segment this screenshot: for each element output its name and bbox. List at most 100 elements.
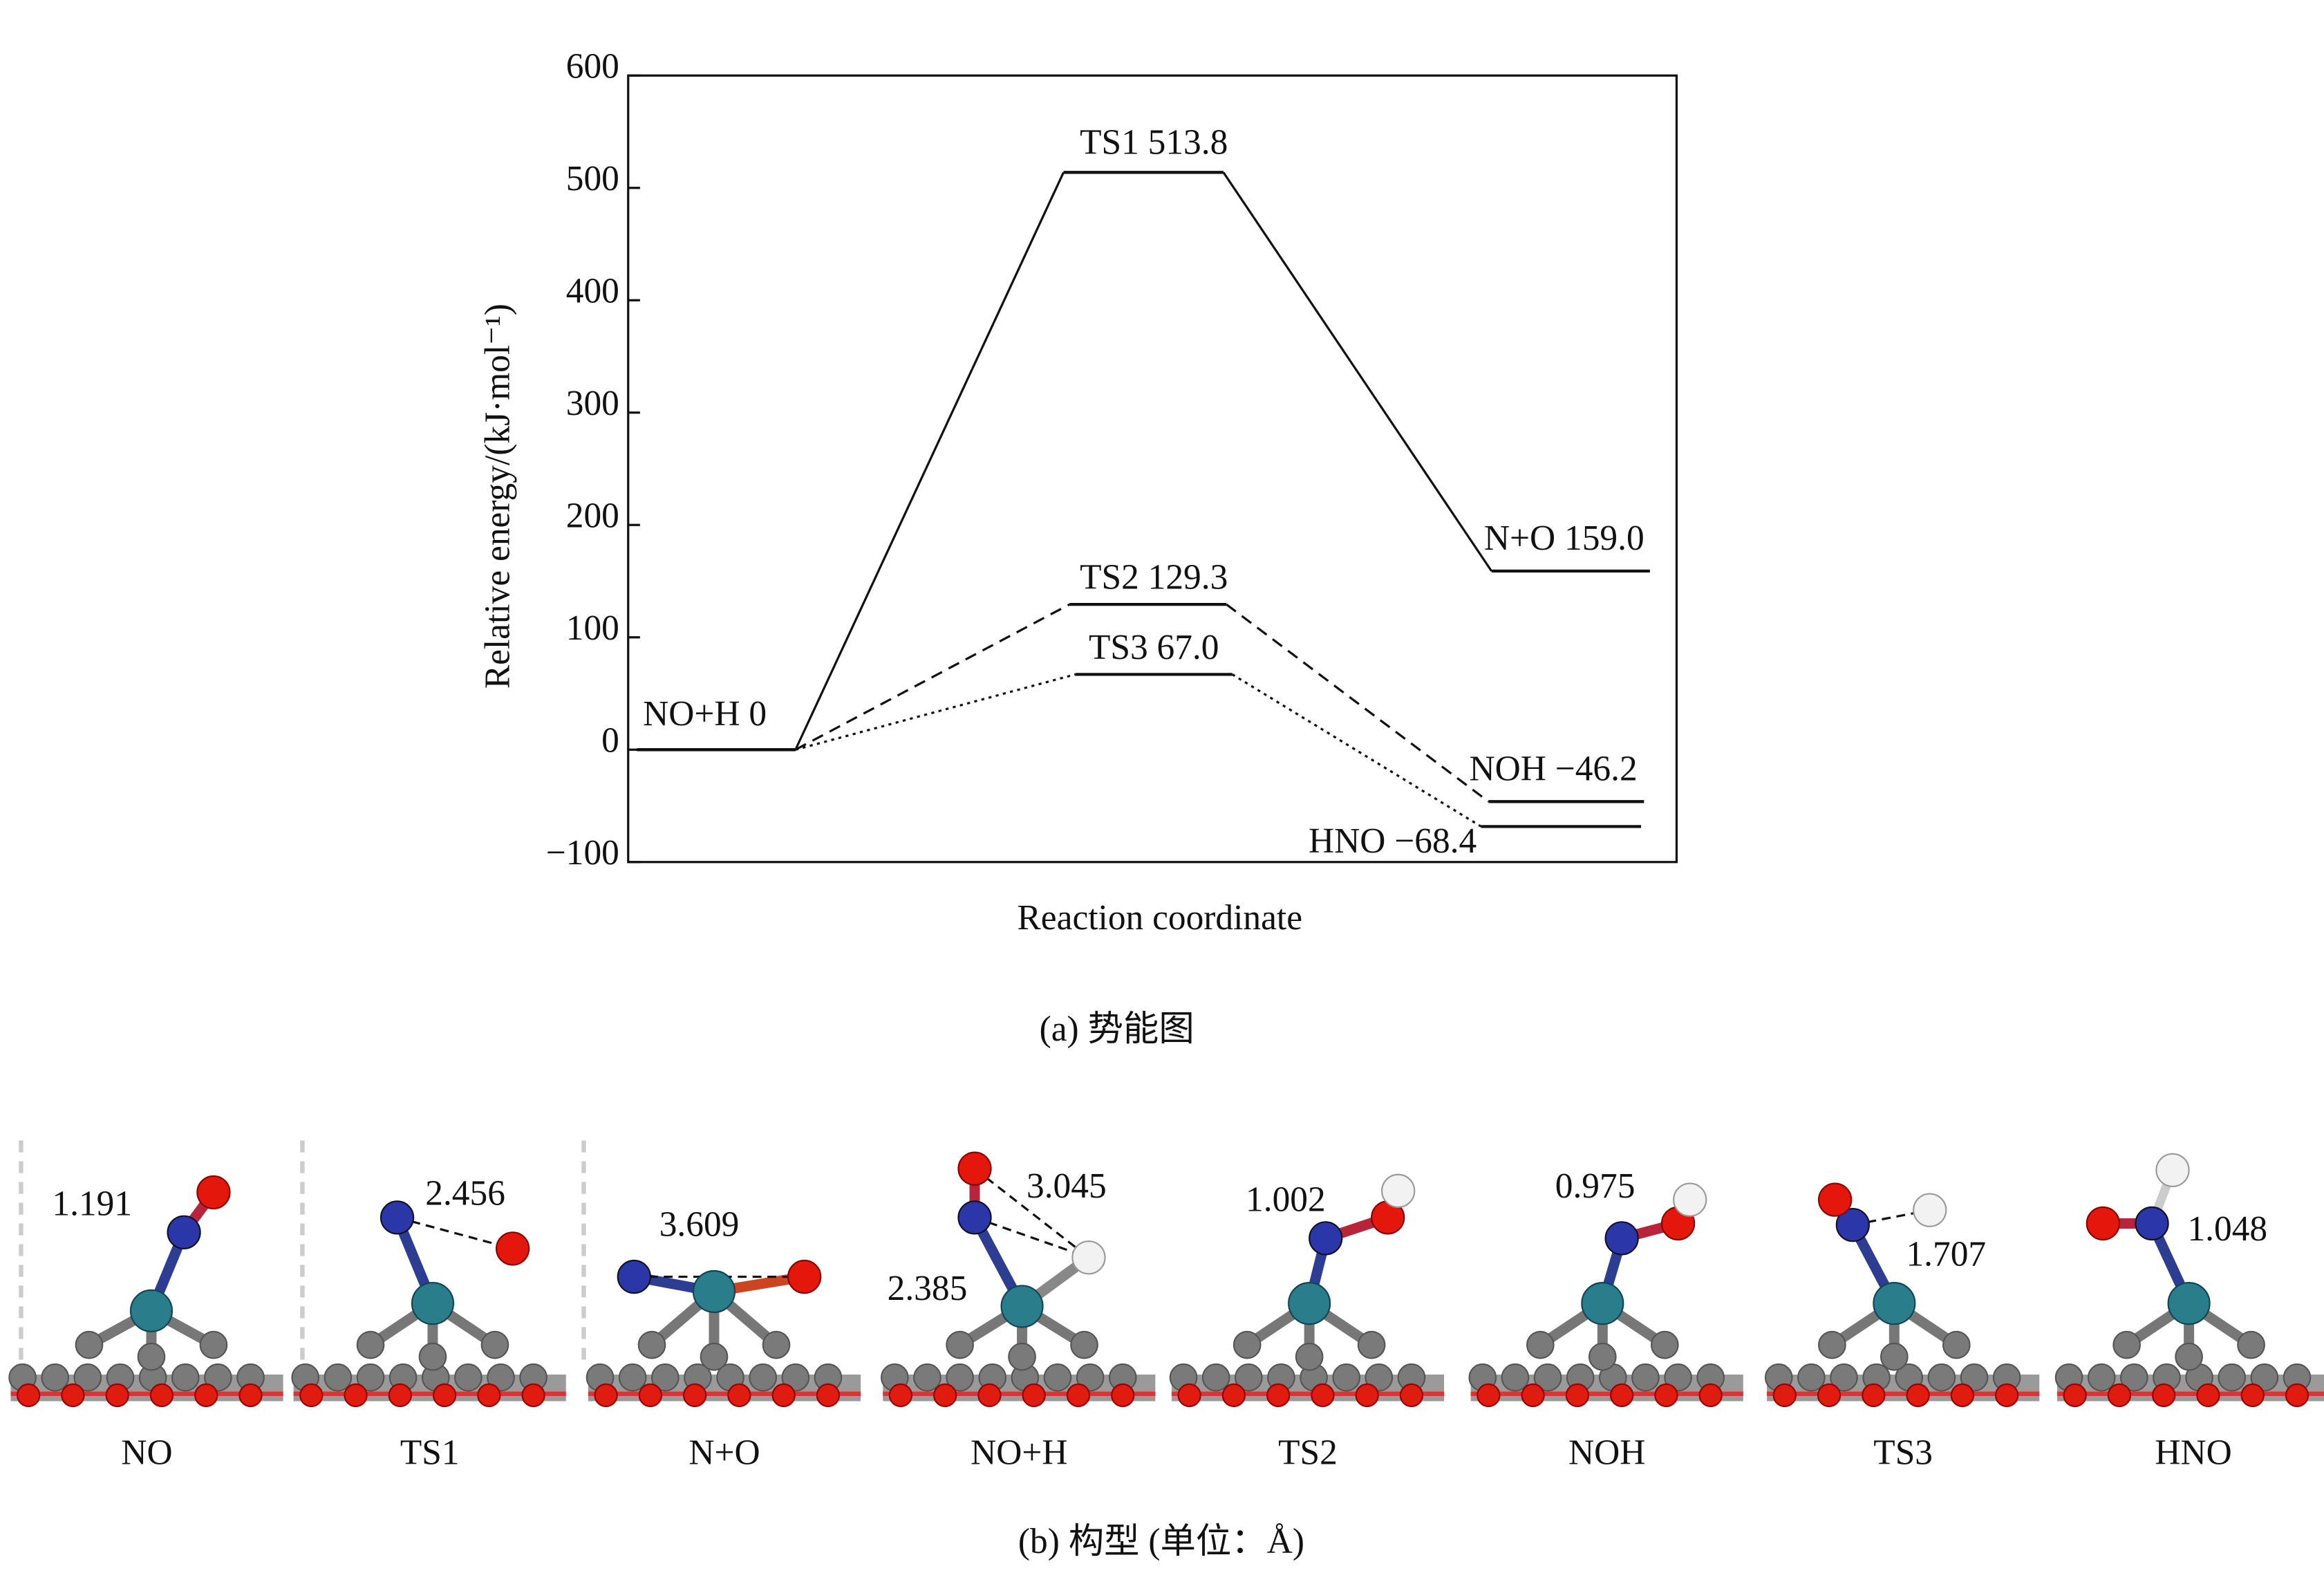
carbon-atom [762,1330,791,1359]
structure-label: TS3 [1873,1433,1933,1473]
metal-atom [1581,1282,1624,1325]
nitrogen-atom [167,1215,201,1249]
oxygen-atom [888,1383,913,1408]
carbon-atom [324,1363,353,1392]
oxygen-atom [1862,1383,1886,1408]
nitrogen-atom [379,1200,415,1235]
oxygen-atom [1817,1182,1853,1217]
oxygen-atom [1177,1383,1201,1408]
carbon-atom [1234,1363,1263,1392]
carbon-atom [2119,1363,2148,1392]
carbon-atom [2237,1330,2265,1359]
metal-atom [692,1269,736,1314]
carbon-atom [1960,1363,1989,1392]
oxygen-atom [17,1383,41,1408]
carbon-atom [204,1363,232,1392]
oxygen-atom [149,1383,174,1408]
carbon-atom [1533,1363,1562,1392]
oxygen-atom [1111,1383,1135,1408]
carbon-atom [1332,1363,1361,1392]
distance-label: 3.045 [1027,1166,1107,1206]
carbon-atom [1201,1363,1230,1392]
level-label: N+O 159.0 [1484,519,1644,558]
oxygen-atom [1950,1383,1974,1408]
carbon-atom [1501,1363,1530,1392]
oxygen-atom [727,1383,751,1408]
carbon-atom [73,1363,102,1392]
hydrogen-atom [1071,1240,1106,1275]
carbon-atom [637,1330,666,1359]
oxygen-atom [1772,1383,1797,1408]
oxygen-atom [299,1383,324,1408]
distance-line [397,1216,514,1250]
carbon-atom [487,1363,515,1392]
carbon-atom [75,1330,104,1359]
carbon-atom [946,1330,974,1359]
carbon-atom [1295,1342,1324,1371]
oxygen-atom [2063,1383,2087,1408]
y-tick-label: 100 [566,608,619,648]
y-tick-label: 0 [601,720,619,760]
oxygen-atom [2107,1383,2132,1408]
distance-label: 2.456 [425,1174,505,1213]
carbon-atom [1076,1363,1105,1392]
caption: (b) 构型 (单位：Å) [1018,1522,1304,1561]
connector [1222,171,1492,572]
y-tick-label: 400 [566,271,619,310]
oxygen-atom [771,1383,796,1408]
connector [1231,673,1482,828]
oxygen-atom [1399,1383,1424,1408]
nitrogen-atom [1604,1221,1639,1256]
oxygen-atom [1066,1383,1091,1408]
structure-label: NOH [1568,1433,1645,1473]
level-label: NO+H 0 [643,694,767,734]
oxygen-atom [477,1383,501,1408]
distance-label: 1.048 [2187,1209,2267,1249]
oxygen-atom [1477,1383,1501,1408]
carbon-atom [2112,1330,2141,1359]
distance-label: 0.975 [1555,1166,1636,1206]
carbon-atom [913,1363,941,1392]
oxygen-atom [344,1383,368,1408]
carbon-atom [418,1342,447,1371]
oxygen-atom [1654,1383,1678,1408]
carbon-atom [1043,1363,1072,1392]
level-label: NOH −46.2 [1470,749,1638,788]
carbon-atom [1942,1330,1971,1359]
metal-atom [411,1282,455,1325]
carbon-atom [2250,1363,2279,1392]
connector [795,603,1070,751]
level-label: TS1 513.8 [1080,123,1228,162]
oxygen-atom [105,1383,129,1408]
level-label: HNO −68.4 [1309,821,1477,861]
connector [794,171,1065,750]
oxygen-atom [1521,1383,1545,1408]
carbon-atom [749,1363,778,1392]
carbon-atom [946,1363,974,1392]
oxygen-atom [1994,1383,2019,1408]
distance-label: 1.191 [52,1184,132,1224]
oxygen-atom [787,1259,822,1294]
oxygen-atom [1906,1383,1930,1408]
carbon-atom [199,1330,228,1359]
metal-atom [2167,1282,2211,1325]
oxygen-atom [2196,1383,2220,1408]
carbon-atom [1830,1363,1858,1392]
caption: (a) 势能图 [1040,1009,1194,1049]
oxygen-atom [1311,1383,1335,1408]
oxygen-atom [1266,1383,1291,1408]
nitrogen-atom [2135,1206,2169,1241]
carbon-atom [1008,1342,1036,1371]
connector [1226,603,1490,803]
oxygen-atom [1355,1383,1379,1408]
carbon-atom [650,1363,680,1392]
hydrogen-atom [1673,1182,1707,1217]
oxygen-atom [1022,1383,1046,1408]
carbon-atom [1817,1330,1846,1359]
oxygen-atom [977,1383,1002,1408]
distance-label: 3.609 [659,1205,740,1245]
y-axis-label: Relative energy/(kJ·mol⁻¹) [478,304,517,689]
oxygen-atom [1610,1383,1634,1408]
carbon-atom [1357,1330,1386,1359]
